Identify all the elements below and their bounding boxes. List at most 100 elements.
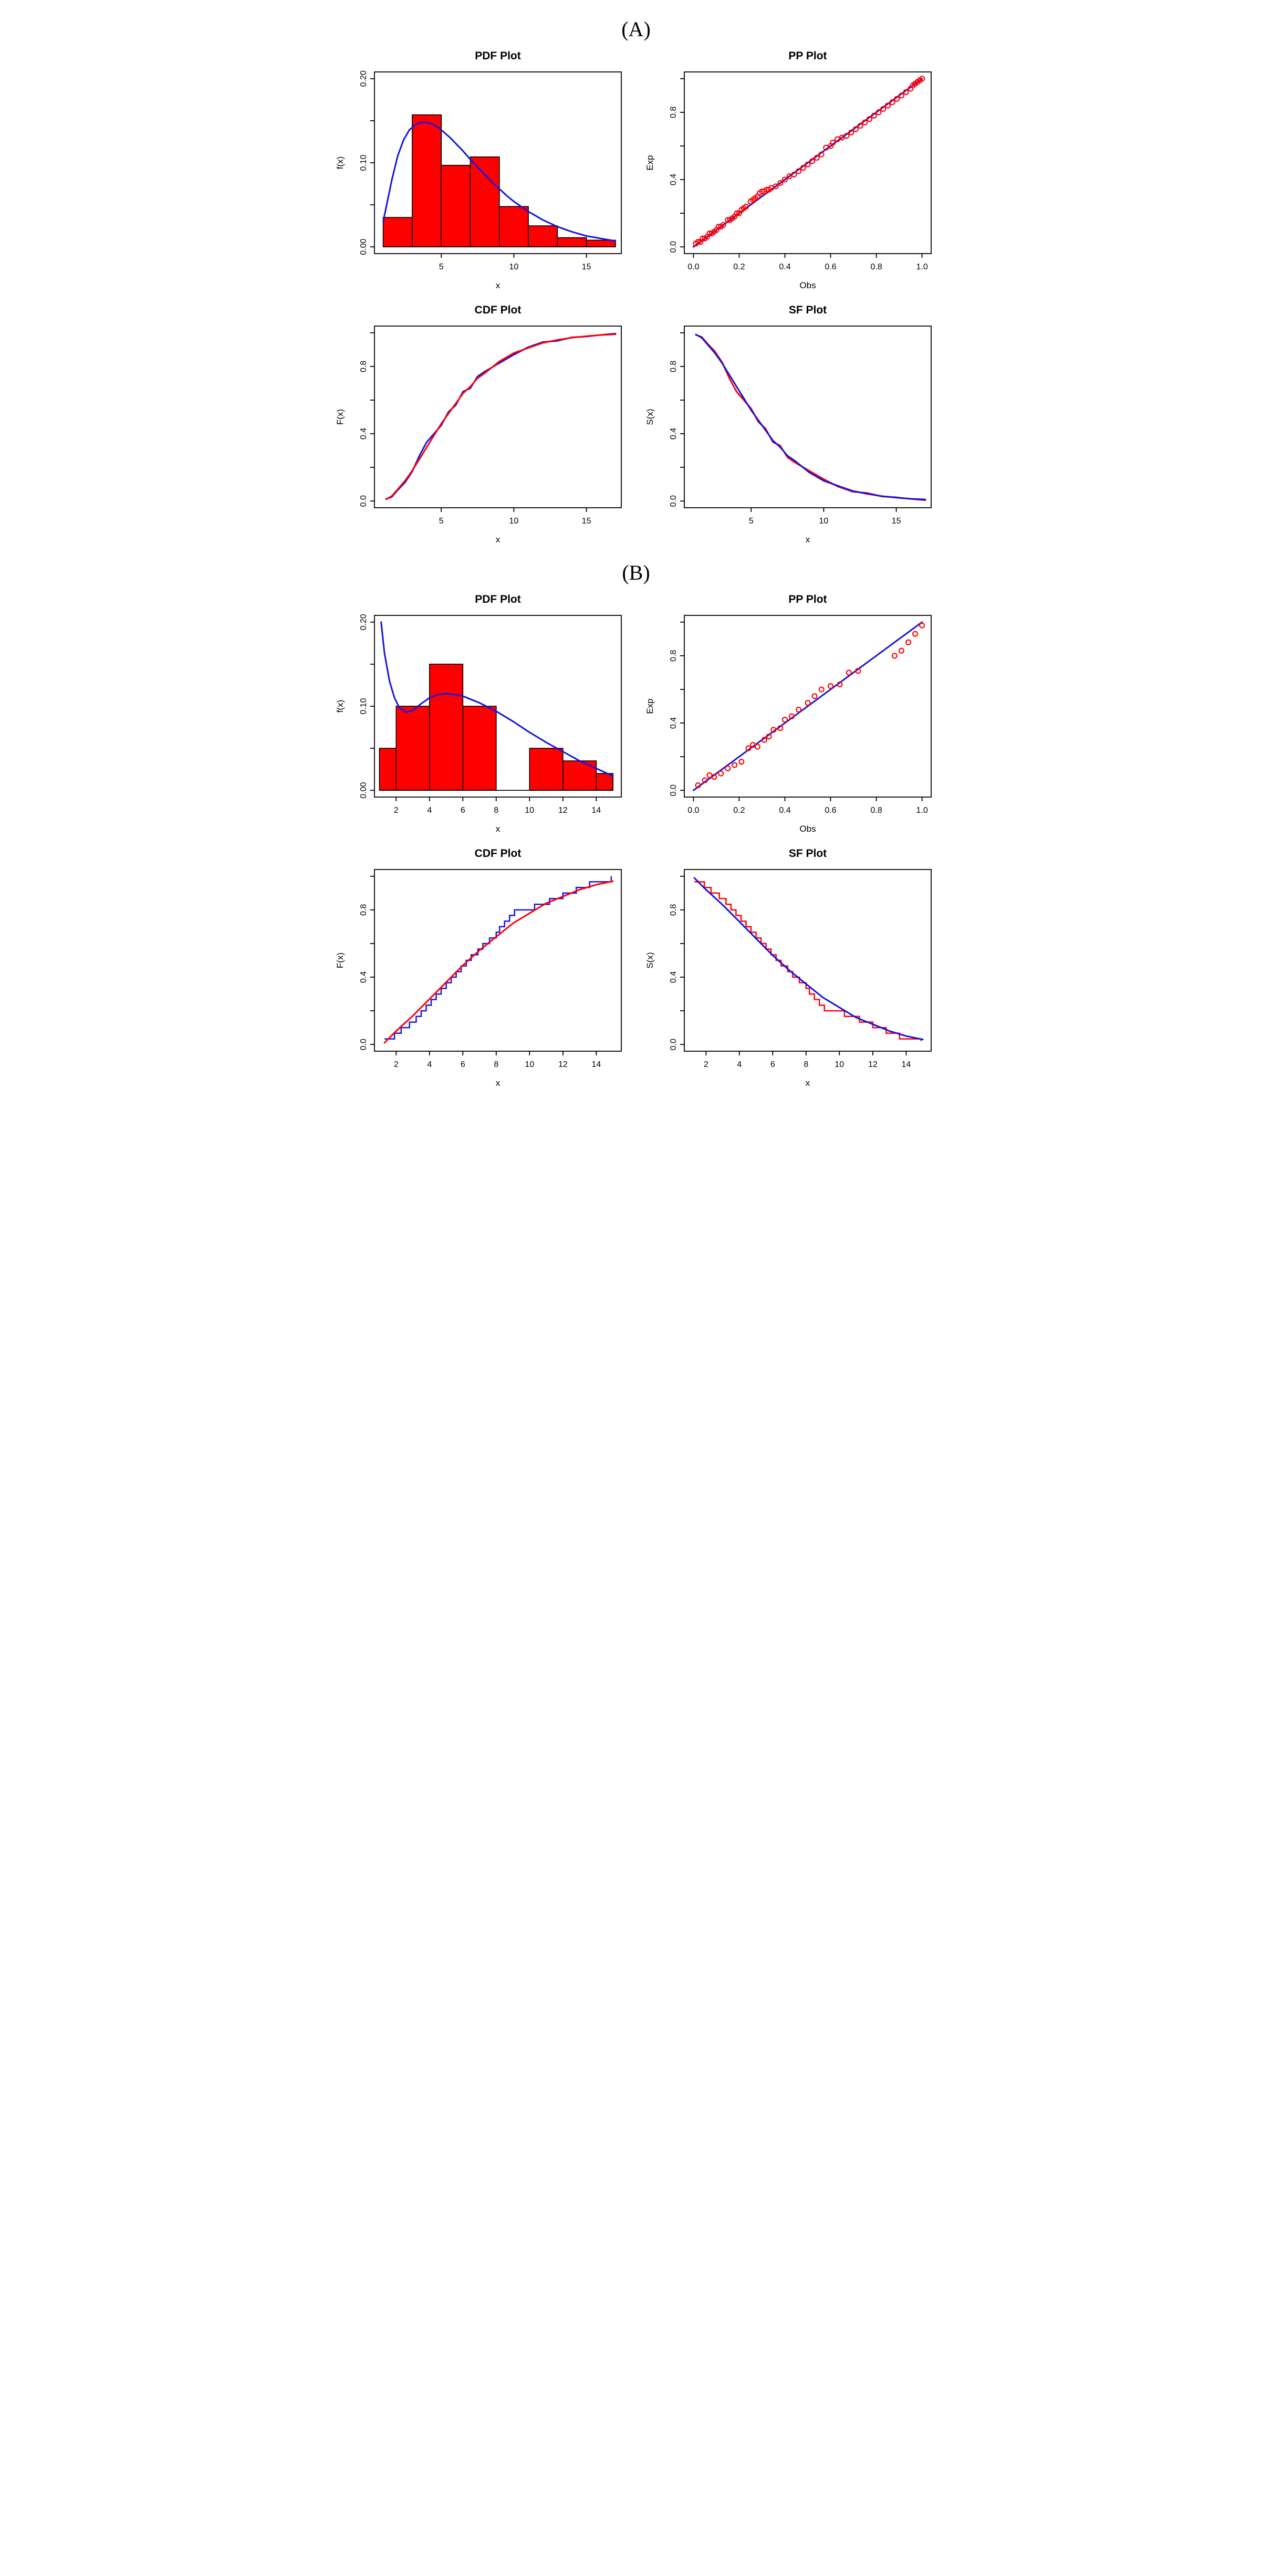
x-tick-label: 8 (494, 806, 498, 815)
chart-title: PP Plot (788, 593, 827, 605)
data-point (761, 737, 767, 743)
data-point (884, 102, 891, 109)
step-curve (694, 881, 922, 1041)
x-axis-label: Obs (799, 824, 816, 834)
hist-bar (395, 706, 430, 791)
b_pdf-svg: 2 4 6 8 10 12 14 0.00 0.10 0.20 PDF Plot x f(x) (331, 587, 631, 838)
chart-title: SF Plot (789, 304, 827, 316)
hist-bar (586, 239, 616, 247)
x-axis-label: x (496, 824, 501, 834)
data-point (857, 122, 863, 129)
x-tick-label: 0.2 (733, 263, 745, 271)
data-point (725, 765, 731, 772)
data-point (898, 92, 904, 99)
hist-bar (596, 773, 613, 791)
data-point (773, 183, 779, 190)
step-curve (384, 876, 612, 1040)
data-point (732, 762, 738, 768)
data-point (912, 631, 919, 637)
plot-box (684, 869, 932, 1052)
data-point (711, 774, 717, 780)
y-tick-label: 0.0 (359, 495, 368, 507)
chart-title: PDF Plot (475, 593, 521, 605)
chart-b-sf: 2 4 6 8 10 12 14 0.0 0.4 0.8 SF Plot x S(x) (641, 841, 941, 1092)
data-point (788, 713, 795, 719)
x-tick-label: 15 (582, 263, 591, 271)
y-tick-label: 0.4 (669, 971, 678, 983)
data-point (805, 700, 811, 706)
hist-bar (470, 156, 500, 247)
data-point (781, 176, 788, 183)
data-point (898, 647, 904, 654)
y-tick-label: 0.8 (359, 361, 368, 372)
y-tick-label: 0.8 (669, 107, 678, 118)
y-tick-label: 0.4 (669, 717, 678, 729)
hist-bar (441, 165, 471, 247)
data-point (871, 112, 877, 119)
x-tick-label: 2 (704, 1060, 708, 1069)
plot-box (374, 326, 622, 508)
chart-a-cdf: 5 10 15 0.0 0.4 0.8 CDF Plot x F(x) (331, 298, 631, 549)
x-tick-label: 12 (558, 806, 568, 815)
data-point (903, 89, 909, 95)
x-tick-label: 15 (892, 517, 901, 526)
data-point (814, 154, 820, 161)
line-curve (385, 333, 617, 500)
x-tick-label: 6 (770, 1060, 775, 1069)
x-tick-label: 15 (582, 517, 591, 526)
hist-bar (529, 748, 564, 791)
y-axis-label: Exp (645, 155, 655, 170)
data-point (919, 622, 925, 629)
data-point (720, 222, 726, 228)
data-point (754, 744, 760, 750)
a_pdf-svg: 5 10 15 0.00 0.10 0.20 PDF Plot x f(x) (331, 44, 631, 295)
chart-title: CDF Plot (475, 847, 522, 860)
panel-a-grid: 5 10 15 0.00 0.10 0.20 PDF Plot x f(x) 0.0 0.2 0.4… (331, 44, 941, 549)
y-tick-label: 0.8 (669, 361, 678, 372)
x-tick-label: 0.2 (733, 806, 745, 815)
plot-box (684, 615, 932, 798)
data-point (818, 151, 825, 158)
a_pp-svg: 0.0 0.2 0.4 0.6 0.8 1.0 0.0 0.4 0.8 PP Plot Obs Exp (641, 44, 941, 295)
x-tick-label: 5 (749, 517, 754, 526)
line-curve (692, 621, 923, 791)
x-tick-label: 5 (439, 263, 444, 271)
x-tick-label: 4 (427, 1060, 432, 1069)
data-point (695, 239, 701, 245)
x-tick-label: 12 (558, 1060, 568, 1069)
data-point (791, 171, 797, 177)
hist-bar (528, 225, 558, 247)
hist-bar (429, 664, 464, 791)
data-point (777, 180, 784, 186)
data-point (843, 133, 850, 139)
x-axis-label: x (806, 1078, 810, 1088)
y-tick-label: 0.0 (669, 495, 678, 507)
b_cdf-svg: 2 4 6 8 10 12 14 0.0 0.4 0.8 CDF Plot x F(x) (331, 841, 631, 1092)
y-axis-label: f(x) (335, 700, 345, 713)
x-tick-label: 0.8 (870, 806, 882, 815)
data-point (811, 693, 818, 699)
x-tick-label: 12 (868, 1060, 878, 1069)
x-tick-label: 14 (592, 806, 601, 815)
y-tick-label: 0.8 (359, 904, 368, 916)
chart-b-pp: 0.0 0.2 0.4 0.6 0.8 1.0 0.0 0.4 0.8 PP Plot Obs Exp (641, 587, 941, 838)
data-point (800, 165, 806, 171)
chart-a-pp: 0.0 0.2 0.4 0.6 0.8 1.0 0.0 0.4 0.8 PP Plot Obs Exp (641, 44, 941, 295)
x-tick-label: 10 (509, 263, 519, 271)
x-tick-label: 0.8 (870, 263, 882, 271)
panel-a-label: (A) (621, 17, 651, 41)
data-point (818, 686, 825, 693)
plot-box (684, 71, 932, 254)
x-tick-label: 5 (439, 517, 444, 526)
hist-bar (498, 206, 529, 247)
hist-bar (379, 748, 397, 791)
x-tick-label: 14 (902, 1060, 911, 1069)
data-point (738, 759, 745, 765)
y-tick-label: 0.10 (359, 154, 368, 171)
x-axis-label: x (496, 535, 501, 544)
x-axis-label: Obs (799, 280, 816, 290)
data-point (702, 777, 708, 783)
data-point (805, 161, 811, 167)
x-tick-label: 10 (525, 1060, 534, 1069)
y-tick-label: 0.0 (359, 1039, 368, 1050)
